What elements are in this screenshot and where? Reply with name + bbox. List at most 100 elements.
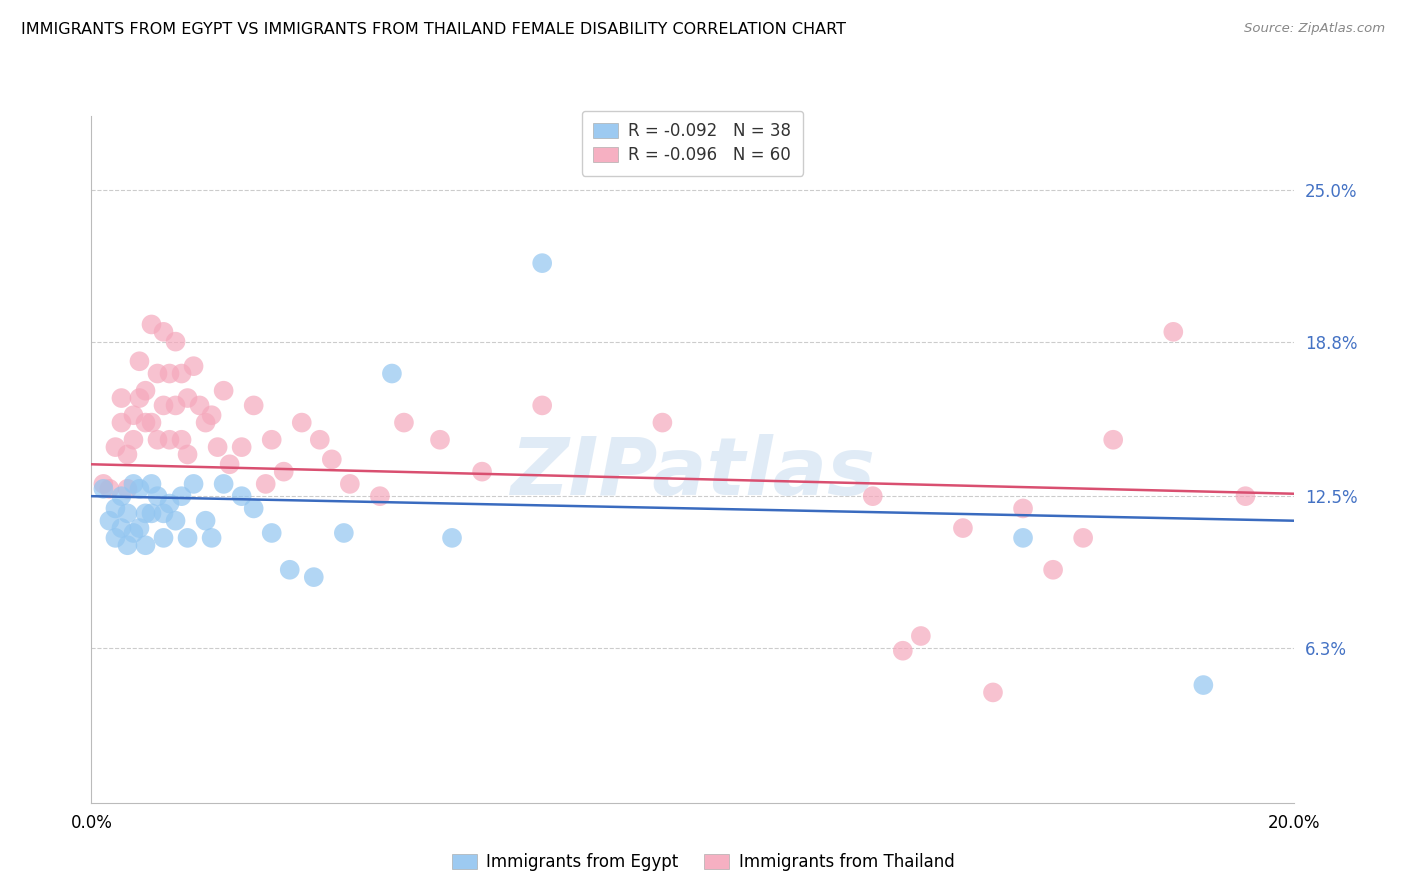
Point bbox=[308, 433, 330, 447]
Point bbox=[134, 416, 156, 430]
Point bbox=[152, 507, 174, 521]
Point bbox=[891, 644, 914, 658]
Point bbox=[392, 416, 415, 430]
Point bbox=[339, 476, 361, 491]
Point bbox=[165, 514, 187, 528]
Point bbox=[260, 433, 283, 447]
Point bbox=[183, 359, 205, 374]
Point bbox=[128, 391, 150, 405]
Point bbox=[110, 489, 132, 503]
Point bbox=[1042, 563, 1064, 577]
Point bbox=[651, 416, 673, 430]
Point bbox=[152, 398, 174, 412]
Point bbox=[333, 526, 356, 541]
Point bbox=[429, 433, 451, 447]
Point bbox=[122, 476, 145, 491]
Point bbox=[104, 531, 127, 545]
Point bbox=[321, 452, 343, 467]
Point bbox=[1192, 678, 1215, 692]
Point bbox=[531, 398, 554, 412]
Point bbox=[170, 433, 193, 447]
Point bbox=[1012, 531, 1035, 545]
Point bbox=[98, 482, 121, 496]
Text: Source: ZipAtlas.com: Source: ZipAtlas.com bbox=[1244, 22, 1385, 36]
Point bbox=[218, 457, 240, 471]
Point bbox=[104, 440, 127, 454]
Point bbox=[117, 482, 139, 496]
Point bbox=[159, 433, 181, 447]
Point bbox=[207, 440, 229, 454]
Point bbox=[194, 416, 217, 430]
Point bbox=[117, 507, 139, 521]
Point bbox=[93, 476, 115, 491]
Point bbox=[170, 367, 193, 381]
Point bbox=[146, 433, 169, 447]
Point bbox=[98, 514, 121, 528]
Legend: Immigrants from Egypt, Immigrants from Thailand: Immigrants from Egypt, Immigrants from T… bbox=[443, 845, 963, 880]
Point bbox=[122, 409, 145, 423]
Point bbox=[231, 489, 253, 503]
Point bbox=[242, 398, 264, 412]
Point bbox=[910, 629, 932, 643]
Point bbox=[176, 531, 198, 545]
Point bbox=[1012, 501, 1035, 516]
Point bbox=[176, 391, 198, 405]
Text: ZIPatlas: ZIPatlas bbox=[510, 434, 875, 512]
Point bbox=[471, 465, 494, 479]
Point bbox=[273, 465, 295, 479]
Point bbox=[141, 416, 163, 430]
Point bbox=[176, 448, 198, 462]
Point bbox=[201, 531, 224, 545]
Point bbox=[152, 531, 174, 545]
Point bbox=[128, 521, 150, 535]
Point bbox=[188, 398, 211, 412]
Point bbox=[141, 476, 163, 491]
Point bbox=[1234, 489, 1257, 503]
Point bbox=[146, 489, 169, 503]
Point bbox=[231, 440, 253, 454]
Point bbox=[381, 367, 404, 381]
Point bbox=[212, 384, 235, 398]
Point bbox=[254, 476, 277, 491]
Point bbox=[952, 521, 974, 535]
Point bbox=[104, 501, 127, 516]
Point bbox=[110, 416, 132, 430]
Point bbox=[862, 489, 884, 503]
Point bbox=[260, 526, 283, 541]
Point bbox=[242, 501, 264, 516]
Point bbox=[141, 318, 163, 332]
Point bbox=[278, 563, 301, 577]
Point bbox=[122, 433, 145, 447]
Point bbox=[146, 367, 169, 381]
Point bbox=[152, 325, 174, 339]
Point bbox=[981, 685, 1004, 699]
Point bbox=[128, 482, 150, 496]
Point bbox=[165, 334, 187, 349]
Legend: R = -0.092   N = 38, R = -0.096   N = 60: R = -0.092 N = 38, R = -0.096 N = 60 bbox=[582, 111, 803, 176]
Point bbox=[93, 482, 115, 496]
Point bbox=[110, 521, 132, 535]
Point bbox=[134, 384, 156, 398]
Point bbox=[122, 526, 145, 541]
Point bbox=[170, 489, 193, 503]
Point bbox=[141, 507, 163, 521]
Point bbox=[1071, 531, 1094, 545]
Point bbox=[134, 507, 156, 521]
Point bbox=[110, 391, 132, 405]
Point bbox=[134, 538, 156, 552]
Point bbox=[194, 514, 217, 528]
Point bbox=[183, 476, 205, 491]
Point bbox=[291, 416, 314, 430]
Point bbox=[159, 496, 181, 510]
Point bbox=[117, 448, 139, 462]
Text: IMMIGRANTS FROM EGYPT VS IMMIGRANTS FROM THAILAND FEMALE DISABILITY CORRELATION : IMMIGRANTS FROM EGYPT VS IMMIGRANTS FROM… bbox=[21, 22, 846, 37]
Point bbox=[212, 476, 235, 491]
Point bbox=[117, 538, 139, 552]
Point bbox=[201, 409, 224, 423]
Point bbox=[165, 398, 187, 412]
Point bbox=[531, 256, 554, 270]
Point bbox=[440, 531, 463, 545]
Point bbox=[368, 489, 391, 503]
Point bbox=[128, 354, 150, 368]
Point bbox=[159, 367, 181, 381]
